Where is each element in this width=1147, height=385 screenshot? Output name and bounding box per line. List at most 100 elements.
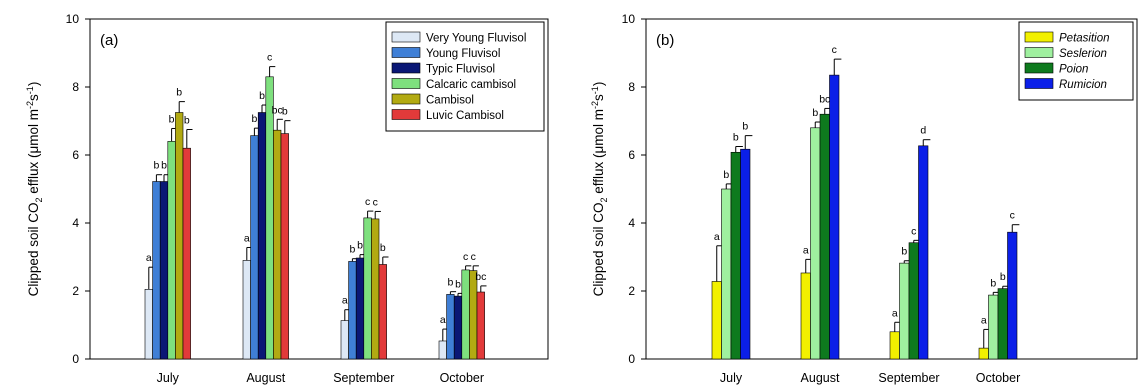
significance-letter: d: [920, 125, 926, 137]
x-tick-label: August: [246, 371, 285, 385]
significance-letter: b: [901, 246, 907, 258]
legend-swatch: [1024, 47, 1054, 58]
significance-letter: b: [455, 278, 461, 290]
y-tick-label: 6: [72, 148, 79, 162]
significance-letter: a: [892, 307, 898, 319]
bar: [740, 148, 751, 360]
significance-letter: c: [1010, 210, 1015, 222]
bar: [250, 135, 259, 360]
bar: [378, 264, 387, 360]
significance-letter: a: [146, 252, 152, 264]
significance-letter: c: [373, 196, 378, 208]
legend-label: Young Fluvisol: [426, 48, 500, 60]
bar: [997, 288, 1008, 360]
bar: [908, 242, 919, 360]
y-axis-label-part: -2: [590, 101, 600, 109]
y-tick-label: 8: [628, 80, 635, 94]
x-tick-label: September: [333, 371, 394, 385]
y-axis-label: Clipped soil CO2 efflux (μmol m-2s-1): [25, 82, 44, 297]
significance-letter: c: [267, 52, 272, 64]
legend-swatch: [391, 109, 421, 120]
y-tick-label: 8: [72, 80, 79, 94]
significance-letter: bc: [475, 271, 486, 283]
significance-letter: bc: [272, 104, 283, 116]
y-tick-label: 0: [72, 352, 79, 366]
legend-swatch: [391, 93, 421, 105]
bar: [159, 181, 169, 360]
significance-letter: a: [981, 314, 987, 326]
bar: [461, 269, 470, 360]
bar: [988, 294, 999, 360]
significance-letter: c: [832, 44, 837, 56]
y-tick-label: 6: [628, 148, 635, 162]
bar: [721, 188, 732, 360]
significance-letter: b: [251, 113, 257, 125]
significance-letter: b: [153, 160, 159, 172]
y-axis-label-part: ): [26, 82, 41, 87]
significance-letter: a: [440, 314, 446, 326]
bar: [242, 260, 251, 360]
y-tick-label: 10: [66, 12, 80, 26]
bar: [810, 127, 821, 360]
legend-label: Typic Fluvisol: [426, 64, 495, 76]
significance-letter: b: [380, 242, 386, 254]
bar: [1007, 231, 1018, 360]
bar: [280, 133, 289, 360]
y-tick-label: 2: [628, 284, 635, 298]
legend-swatch: [391, 62, 421, 74]
y-axis-label-part: s: [591, 94, 606, 101]
legend-swatch: [391, 31, 421, 43]
bar: [265, 76, 274, 360]
y-tick-label: 0: [628, 352, 635, 366]
significance-letter: b: [282, 106, 288, 118]
bar: [469, 270, 478, 360]
significance-letter: c: [471, 251, 476, 263]
bar: [152, 181, 161, 360]
significance-letter: c: [365, 196, 370, 208]
panel-label: (b): [656, 32, 674, 49]
significance-letter: b: [161, 160, 167, 172]
y-axis-label-part: -2: [25, 101, 35, 109]
y-tick-label: 10: [622, 12, 636, 26]
legend-swatch: [1024, 31, 1054, 43]
bar: [371, 218, 380, 360]
bar: [446, 294, 455, 360]
bar: [730, 151, 741, 360]
bar: [340, 320, 349, 360]
legend-label: Petasition: [1059, 33, 1110, 45]
significance-letter: b: [357, 240, 363, 252]
significance-letter: c: [911, 225, 916, 237]
legend-swatch: [1024, 62, 1054, 74]
significance-letter: a: [714, 231, 720, 243]
legend-label: Cambisol: [426, 95, 474, 107]
x-tick-label: July: [157, 371, 180, 385]
significance-letter: b: [176, 87, 182, 99]
bar: [144, 288, 153, 360]
bar: [167, 141, 176, 360]
y-axis-label-part: efflux (μmol m: [591, 109, 606, 198]
bar: [182, 147, 191, 360]
significance-letter: a: [803, 244, 809, 256]
significance-letter: b: [447, 277, 453, 289]
bar: [918, 145, 929, 360]
legend-label: Luvic Cambisol: [426, 110, 504, 122]
significance-letter: c: [463, 251, 468, 263]
y-axis-label-part: -1: [590, 86, 600, 94]
legend-label: Very Young Fluvisol: [426, 33, 526, 45]
y-axis-label-part: 2: [599, 198, 609, 203]
bar: [175, 112, 184, 360]
bar: [800, 272, 811, 360]
significance-letter: b: [742, 121, 748, 133]
y-axis-label: Clipped soil CO2 efflux (μmol m-2s-1): [590, 82, 609, 297]
y-axis-label-part: Clipped soil CO: [26, 203, 41, 297]
x-tick-label: August: [801, 371, 840, 385]
plot-frame: [89, 18, 549, 360]
bar: [978, 347, 989, 360]
significance-letter: b: [812, 107, 818, 119]
bar: [348, 261, 357, 360]
y-axis-label-part: 2: [34, 198, 44, 203]
legend-swatch: [391, 78, 421, 89]
